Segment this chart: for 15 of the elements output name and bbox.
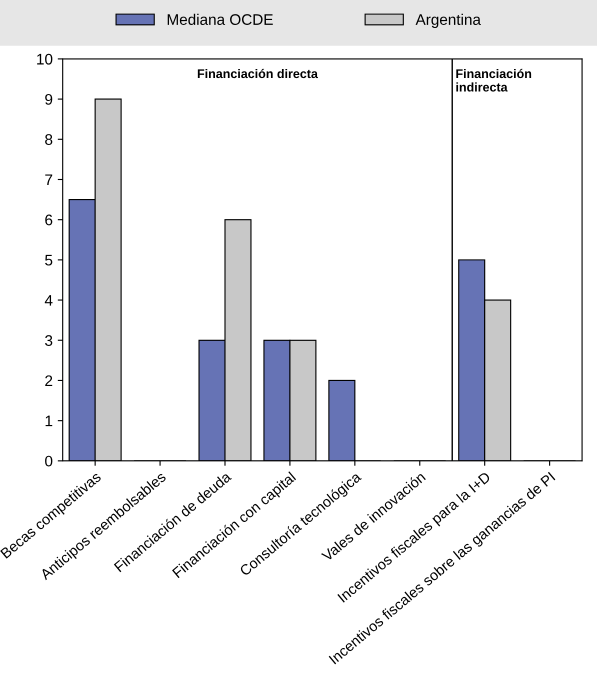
y-tick-label: 10 xyxy=(37,54,52,65)
y-tick-label: 3 xyxy=(45,335,52,346)
legend-label: Mediana OCDE xyxy=(168,14,273,25)
y-tick-label: 4 xyxy=(44,295,53,306)
y-tick-label: 7 xyxy=(45,174,52,186)
y-tick-label: 9 xyxy=(45,94,52,105)
y-tick-label: 6 xyxy=(45,214,52,226)
annotation: Financiación indirecta xyxy=(456,68,532,92)
y-tick-label: 8 xyxy=(45,134,52,145)
y-tick-label: 0 xyxy=(45,456,52,467)
y-tick-label: 2 xyxy=(45,375,52,386)
legend-label: Argentina xyxy=(416,14,481,28)
y-tick-label: 5 xyxy=(45,254,52,266)
y-tick-label: 1 xyxy=(46,416,52,426)
annotation: Financiación directa xyxy=(198,68,318,78)
